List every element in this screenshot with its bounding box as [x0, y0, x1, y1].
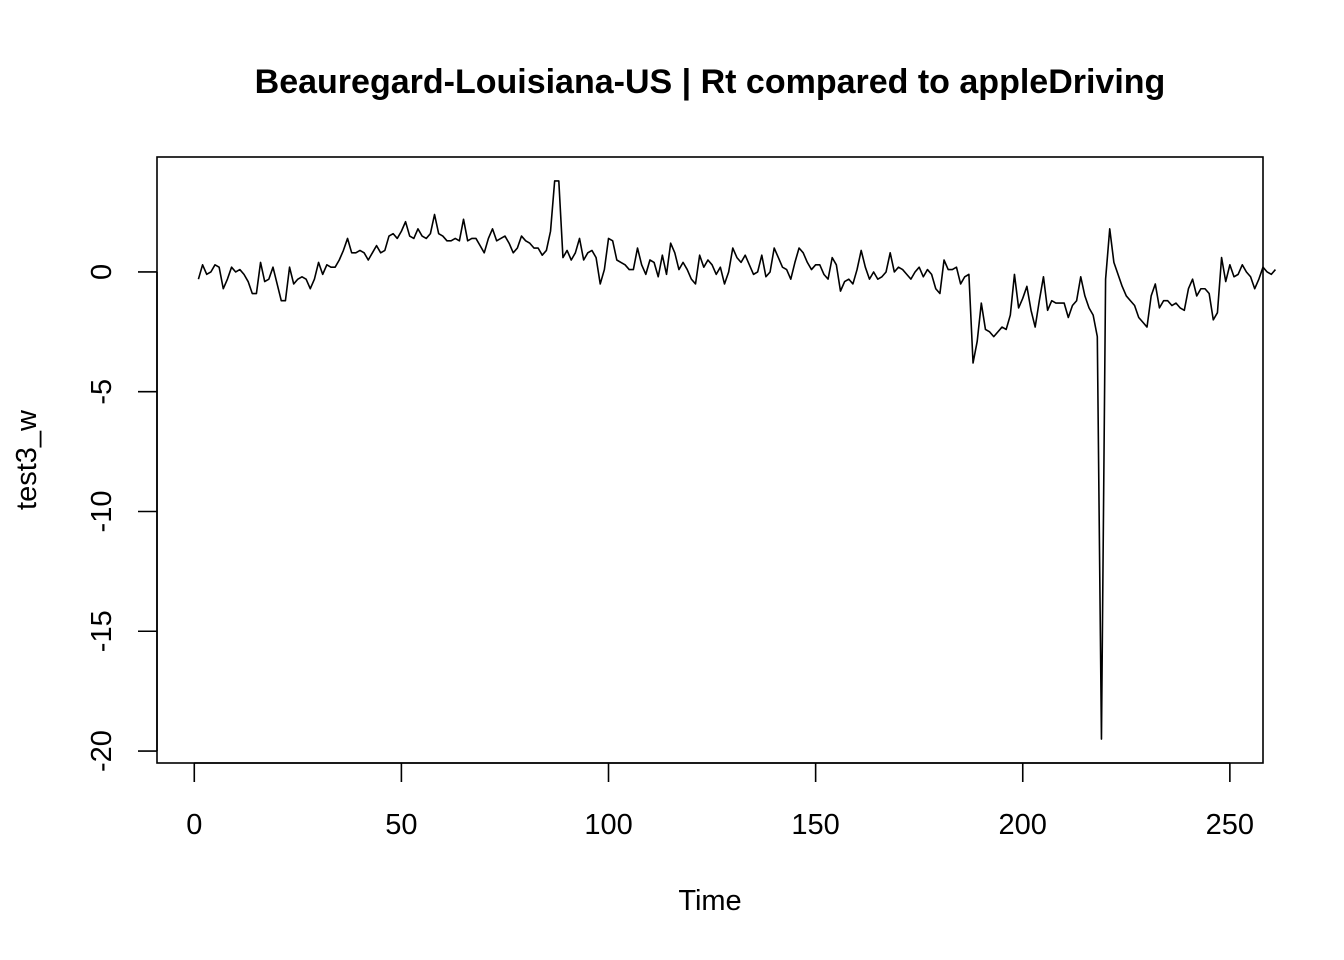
y-tick-label: -20 [86, 730, 118, 772]
x-tick-label: 200 [999, 809, 1047, 841]
x-tick-label: 0 [186, 809, 202, 841]
y-axis-label: test3_w [11, 409, 43, 510]
y-tick-label: -15 [86, 610, 118, 652]
y-tick-label: -10 [86, 491, 118, 533]
y-tick-label: 0 [86, 264, 118, 280]
x-tick-label: 250 [1206, 809, 1254, 841]
x-tick-label: 50 [385, 809, 417, 841]
y-tick-label: -5 [86, 379, 118, 405]
plot-frame [156, 156, 1264, 764]
x-axis-label: Time [678, 885, 741, 917]
chart-title: Beauregard-Louisiana-US | Rt compared to… [255, 63, 1166, 101]
x-tick-label: 100 [584, 809, 632, 841]
x-axis: 0 50 100 150 200 250 [186, 762, 1254, 841]
x-tick-label: 150 [791, 809, 839, 841]
series-group [197, 180, 1277, 740]
y-axis: 0 -5 -10 -15 -20 [86, 264, 158, 772]
series-line-0 [197, 180, 1277, 740]
